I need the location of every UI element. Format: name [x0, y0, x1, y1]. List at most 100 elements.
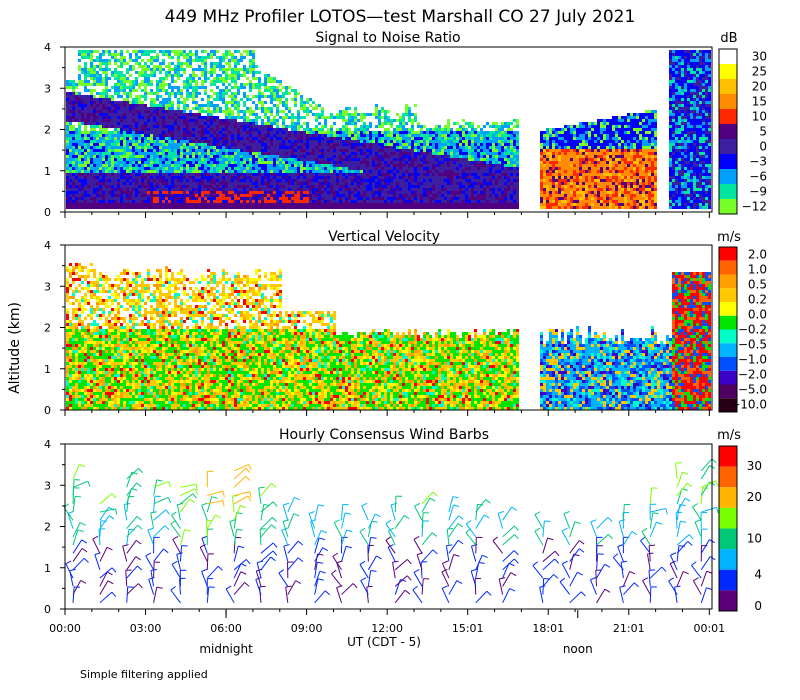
- heatmap-cell: [93, 182, 96, 185]
- heatmap-cell: [450, 137, 453, 140]
- heatmap-cell: [144, 143, 147, 146]
- heatmap-cell: [108, 125, 111, 128]
- heatmap-cell: [192, 161, 195, 164]
- heatmap-cell: [399, 146, 402, 149]
- heatmap-cell: [255, 131, 258, 134]
- heatmap-cell: [231, 110, 234, 113]
- heatmap-cell: [405, 134, 408, 137]
- heatmap-cell: [177, 59, 180, 62]
- heatmap-cell: [150, 173, 153, 176]
- heatmap-cell: [177, 125, 180, 128]
- heatmap-cell: [282, 101, 285, 104]
- heatmap-cell: [186, 152, 189, 155]
- heatmap-cell: [195, 200, 198, 203]
- heatmap-cell: [78, 53, 81, 56]
- heatmap-cell: [261, 155, 264, 158]
- heatmap-cell: [147, 131, 150, 134]
- heatmap-cell: [288, 206, 291, 209]
- heatmap-cell: [255, 107, 258, 110]
- heatmap-cell: [330, 173, 333, 176]
- heatmap-cell: [300, 185, 303, 188]
- heatmap-cell: [420, 146, 423, 149]
- heatmap-cell: [336, 188, 339, 191]
- heatmap-cell: [219, 56, 222, 59]
- heatmap-cell: [186, 104, 189, 107]
- heatmap-cell: [144, 152, 147, 155]
- heatmap-cell: [147, 92, 150, 95]
- heatmap-cell: [84, 149, 87, 152]
- heatmap-cell: [411, 194, 414, 197]
- heatmap-cell: [138, 101, 141, 104]
- heatmap-cell: [171, 113, 174, 116]
- heatmap-cell: [405, 155, 408, 158]
- heatmap-cell: [102, 158, 105, 161]
- heatmap-cell: [378, 176, 381, 179]
- heatmap-cell: [258, 188, 261, 191]
- heatmap-cell: [132, 137, 135, 140]
- heatmap-cell: [354, 176, 357, 179]
- heatmap-cell: [102, 62, 105, 65]
- heatmap-cell: [423, 176, 426, 179]
- heatmap-cell: [141, 185, 144, 188]
- heatmap-cell: [126, 86, 129, 89]
- heatmap-cell: [72, 107, 75, 110]
- heatmap-cell: [96, 104, 99, 107]
- heatmap-cell: [153, 164, 156, 167]
- heatmap-cell: [150, 194, 153, 197]
- heatmap-cell: [165, 149, 168, 152]
- heatmap-cell: [129, 119, 132, 122]
- heatmap-cell: [207, 122, 210, 125]
- heatmap-cell: [252, 188, 255, 191]
- heatmap-cell: [204, 158, 207, 161]
- heatmap-cell: [372, 140, 375, 143]
- heatmap-cell: [78, 119, 81, 122]
- heatmap-cell: [222, 167, 225, 170]
- heatmap-cell: [78, 158, 81, 161]
- heatmap-cell: [246, 158, 249, 161]
- heatmap-cell: [450, 164, 453, 167]
- heatmap-cell: [195, 179, 198, 182]
- heatmap-cell: [105, 131, 108, 134]
- heatmap-cell: [255, 125, 258, 128]
- heatmap-cell: [384, 113, 387, 116]
- heatmap-cell: [432, 176, 435, 179]
- heatmap-cell: [93, 188, 96, 191]
- heatmap-cell: [192, 68, 195, 71]
- heatmap-cell: [330, 203, 333, 206]
- heatmap-cell: [246, 149, 249, 152]
- heatmap-cell: [93, 116, 96, 119]
- heatmap-cell: [438, 146, 441, 149]
- heatmap-cell: [297, 176, 300, 179]
- heatmap-cell: [171, 80, 174, 83]
- heatmap-cell: [351, 176, 354, 179]
- heatmap-cell: [312, 191, 315, 194]
- heatmap-cell: [168, 200, 171, 203]
- heatmap-cell: [162, 50, 165, 53]
- heatmap-cell: [222, 146, 225, 149]
- heatmap-cell: [300, 167, 303, 170]
- heatmap-cell: [252, 110, 255, 113]
- heatmap-cell: [90, 65, 93, 68]
- heatmap-cell: [132, 203, 135, 206]
- heatmap-cell: [237, 149, 240, 152]
- heatmap-cell: [342, 179, 345, 182]
- heatmap-cell: [93, 152, 96, 155]
- heatmap-cell: [396, 137, 399, 140]
- heatmap-cell: [198, 167, 201, 170]
- heatmap-cell: [405, 149, 408, 152]
- heatmap-cell: [171, 206, 174, 209]
- heatmap-cell: [141, 80, 144, 83]
- heatmap-cell: [144, 74, 147, 77]
- heatmap-cell: [381, 125, 384, 128]
- heatmap-cell: [219, 179, 222, 182]
- heatmap-cell: [165, 98, 168, 101]
- heatmap-cell: [228, 146, 231, 149]
- heatmap-cell: [171, 74, 174, 77]
- heatmap-cell: [126, 137, 129, 140]
- heatmap-cell: [411, 152, 414, 155]
- heatmap-cell: [180, 68, 183, 71]
- heatmap-cell: [171, 104, 174, 107]
- heatmap-cell: [90, 161, 93, 164]
- heatmap-cell: [108, 164, 111, 167]
- heatmap-cell: [78, 152, 81, 155]
